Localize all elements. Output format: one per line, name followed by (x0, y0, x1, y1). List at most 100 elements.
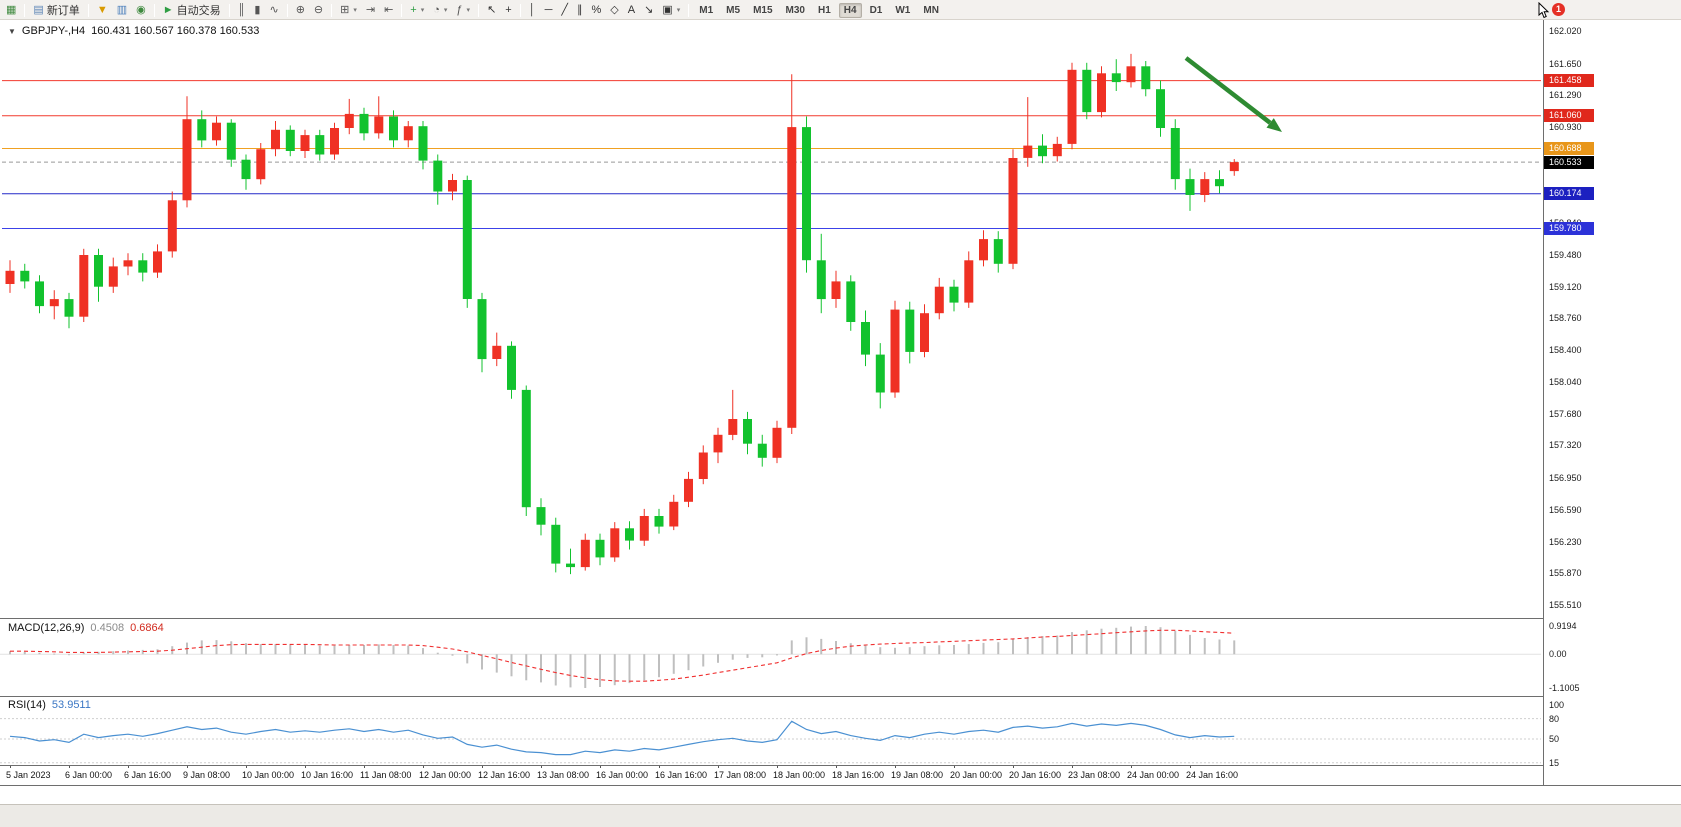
auto-scroll-button[interactable]: ⇥ (362, 1, 379, 19)
candle-body (1170, 128, 1180, 180)
candle-body (905, 309, 915, 352)
chart-shift-button[interactable]: ⇤ (380, 1, 397, 19)
new-chart-button[interactable]: + ▾ (406, 1, 428, 19)
bar-chart-button[interactable]: ║ (234, 1, 250, 19)
time-axis[interactable]: 5 Jan 2023 6 Jan 00:00 6 Jan 16:00 9 Jan 08… (0, 765, 1543, 785)
candle-body (167, 200, 177, 252)
chart-window-button[interactable]: ▦ (2, 1, 20, 19)
macd-histogram-bar (1012, 639, 1014, 655)
new-order-label: 新订单 (46, 5, 80, 17)
crosshair-button[interactable]: + (501, 1, 515, 19)
time-label: 18 Jan 00:00 (773, 770, 826, 780)
trendline-button[interactable]: ╱ (557, 1, 572, 19)
candle-body (802, 127, 811, 261)
candle-body (344, 113, 354, 128)
horizontal-line-button[interactable]: ─ (541, 1, 557, 19)
macd-histogram-bar (422, 648, 424, 655)
macd-scale-label: -1.1005 (1549, 683, 1580, 693)
fibonacci-button[interactable]: % (588, 1, 606, 19)
candle-body (64, 299, 74, 317)
candle-body (551, 524, 561, 564)
price-chart-canvas[interactable] (0, 20, 1543, 618)
time-tick (1013, 765, 1014, 768)
equidistant-channel-button[interactable]: ∥ (573, 1, 587, 19)
new-order-button[interactable]: ▤ 新订单 (29, 1, 83, 19)
candle-body (1082, 69, 1092, 113)
chart-expand-icon[interactable]: ▼ (8, 26, 16, 36)
time-label: 20 Jan 00:00 (950, 770, 1003, 780)
macd-panel-canvas[interactable] (0, 618, 1543, 696)
macd-signal-line (10, 629, 1235, 682)
rsi-panel-canvas[interactable] (0, 696, 1543, 765)
vertical-line-button[interactable]: │ (525, 1, 540, 19)
candle-body (1023, 145, 1033, 158)
algo-trading-icon: ► (162, 3, 174, 16)
line-chart-button[interactable]: ∿ (265, 1, 282, 19)
text-button[interactable]: A (624, 1, 639, 19)
macd-histogram-bar (1203, 638, 1206, 655)
timeframe-w1-button[interactable]: W1 (895, 4, 911, 16)
panel-splitter-rsi[interactable] (0, 696, 1681, 697)
time-tick (1190, 765, 1191, 768)
time-tick (423, 765, 424, 768)
zoom-out-button[interactable]: ⊖ (310, 1, 327, 19)
price-axis[interactable]: 162.020161.650161.290160.930160.560160.2… (1544, 20, 1681, 785)
data-window-button[interactable]: ▥ (113, 1, 131, 19)
toolbar-separator (286, 3, 288, 17)
candlestick-chart-button[interactable]: ▮ (250, 1, 264, 19)
chart-shift-icon: ⇤ (384, 3, 394, 16)
objects-more-button[interactable]: ▣ ▾ (658, 1, 684, 19)
rsi-scale-label: 50 (1549, 734, 1560, 744)
candle-body (1111, 73, 1121, 83)
indicators-button[interactable]: ƒ ▾ (452, 1, 474, 19)
timeframe-m30-button[interactable]: M30 (785, 4, 805, 16)
toolbar-separator (519, 3, 521, 17)
candle-body (285, 129, 295, 151)
candle-body (212, 122, 221, 141)
candle-body (49, 299, 59, 307)
new-order-icon: ▤ (33, 3, 44, 16)
periods-button[interactable]: ◔ ▾ (429, 1, 451, 19)
panel-splitter-macd[interactable] (0, 618, 1681, 619)
cursor-icon: ↖ (487, 3, 497, 16)
macd-histogram-bar (1159, 627, 1162, 655)
price-tick-label: 157.680 (1549, 408, 1582, 419)
timeframe-d1-button[interactable]: D1 (869, 4, 883, 16)
timeframe-h4-button[interactable]: H4 (838, 2, 862, 18)
tile-windows-button[interactable]: ⊞ ▾ (336, 1, 361, 19)
price-tick-label: 161.650 (1549, 58, 1582, 69)
candle-body (123, 260, 133, 267)
timeframe-h1-button[interactable]: H1 (817, 4, 831, 16)
timeframe-m5-button[interactable]: M5 (726, 4, 741, 16)
indicators-icon: ƒ (456, 3, 463, 16)
candle-body (566, 563, 575, 568)
candle-body (20, 270, 30, 282)
timeframe-m1-button[interactable]: M1 (699, 4, 714, 16)
notification-badge[interactable]: 1 (1552, 3, 1565, 16)
time-label: 5 Jan 2023 (6, 770, 51, 780)
shapes-button[interactable]: ◇ (606, 1, 622, 19)
macd-histogram-bar (245, 643, 247, 655)
macd-histogram-bar (790, 640, 793, 655)
algo-trading-button[interactable]: ► 自动交易 (159, 1, 225, 19)
macd-histogram-bar (215, 640, 218, 655)
price-level-label-159.780: 159.780 (1544, 222, 1594, 236)
dropdown-caret-icon: ▾ (420, 7, 425, 14)
navigator-button[interactable]: ◉ (132, 1, 150, 19)
time-label: 12 Jan 00:00 (419, 770, 472, 780)
macd-scale-label: 0.00 (1549, 649, 1567, 660)
zoom-in-button[interactable]: ⊕ (292, 1, 309, 19)
macd-histogram-bar (23, 651, 26, 655)
marketwatch-button[interactable]: ▼ (93, 1, 112, 19)
timeframe-mn-button[interactable]: MN (923, 4, 939, 16)
time-label: 10 Jan 00:00 (242, 770, 295, 780)
cursor-button[interactable]: ↖ (483, 1, 500, 19)
macd-histogram-bar (761, 654, 764, 658)
timeframe-m15-button[interactable]: M15 (753, 4, 773, 16)
trend-arrow-annotation[interactable] (1184, 56, 1272, 125)
macd-histogram-bar (1130, 626, 1132, 655)
price-tick-label: 159.120 (1549, 281, 1582, 292)
macd-histogram-bar (613, 654, 616, 686)
candle-body (595, 539, 605, 558)
arrow-object-button[interactable]: ↘ (640, 1, 657, 19)
